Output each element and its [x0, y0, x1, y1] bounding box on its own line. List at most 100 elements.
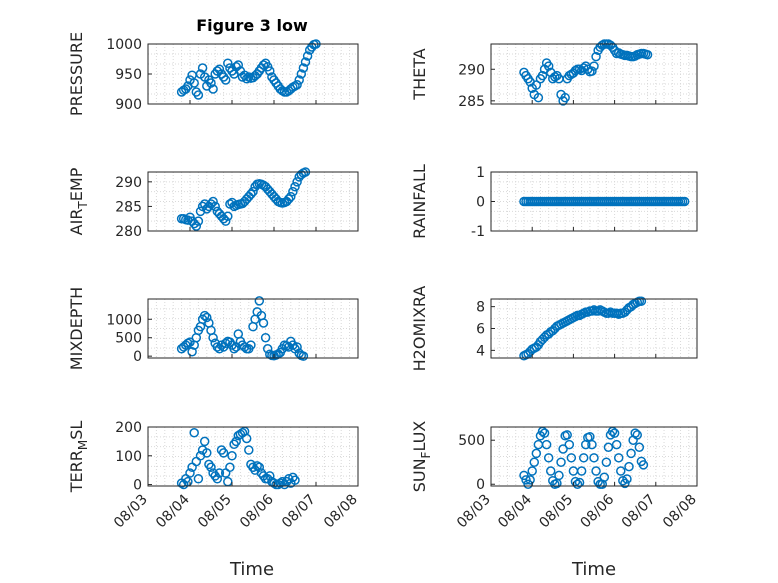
data-point [622, 474, 632, 484]
data-point [185, 468, 195, 478]
y-tick-label: -1 [471, 224, 485, 240]
data-point [254, 462, 265, 473]
data-point [296, 69, 307, 79]
x-tick-label: 08/06 [578, 491, 618, 531]
data-point [252, 461, 262, 471]
subplot: 285 290 THETA [410, 39, 698, 110]
y-axis-label: SUNFLUX [410, 421, 433, 493]
data-point [634, 442, 645, 452]
data-point [533, 92, 544, 103]
y-tick-label: 0 [476, 477, 485, 493]
data-point [288, 186, 298, 197]
subplot: 0 500 1000 MIXDEPTH [67, 287, 359, 370]
y-tick-label: 1000 [106, 312, 142, 328]
data-point [300, 57, 311, 67]
data-point [529, 457, 540, 467]
data-point [241, 433, 252, 444]
x-tick-label: 08/05 [195, 492, 235, 532]
data-point [560, 92, 570, 103]
data-point [562, 430, 572, 440]
data-point [554, 470, 564, 481]
data-point [527, 466, 537, 476]
data-point [298, 63, 309, 73]
data-point [220, 75, 231, 85]
data-point [578, 453, 589, 463]
data-point [630, 428, 640, 438]
data-point [587, 66, 597, 76]
data-point [187, 346, 197, 357]
data-point [611, 439, 622, 450]
data-point [620, 478, 630, 489]
data-point [302, 51, 313, 61]
y-axis-label: THETA [410, 48, 429, 100]
data-point [220, 338, 231, 348]
x-axis-label-left: Time [229, 559, 274, 580]
data-point [208, 196, 218, 207]
y-axis-label: MIXDEPTH [67, 287, 86, 370]
data-point [564, 439, 575, 450]
data-series [519, 39, 653, 106]
data-point [193, 474, 204, 484]
data-point [275, 478, 286, 488]
data-point [286, 191, 296, 202]
data-point [642, 49, 653, 60]
subplot: 900 950 1000 PRESSURE [67, 32, 359, 116]
data-point [531, 448, 542, 459]
y-axis-label: TERRMSL [67, 421, 90, 494]
data-point [679, 196, 690, 207]
x-tick-label: 08/06 [237, 491, 277, 531]
data-point [570, 65, 581, 76]
data-point [246, 340, 256, 350]
data-point [632, 430, 643, 440]
data-point [231, 436, 241, 447]
data-point [214, 468, 225, 478]
data-point [214, 64, 225, 74]
data-point [208, 84, 218, 94]
x-tick-label: 08/07 [279, 492, 319, 532]
y-tick-label: 100 [115, 449, 142, 465]
data-point [521, 475, 531, 485]
data-point [613, 453, 624, 463]
data-point [202, 312, 212, 323]
y-tick-label: 0 [133, 478, 142, 494]
data-point [298, 351, 309, 361]
x-tick-label: 08/03 [111, 492, 151, 532]
data-point [202, 448, 212, 458]
axes-box [490, 426, 698, 487]
data-point [233, 60, 244, 70]
data-point [260, 332, 271, 343]
data-point [519, 470, 529, 481]
data-point [262, 344, 273, 354]
data-point [587, 439, 597, 450]
y-axis-label: PRESSURE [67, 32, 86, 116]
data-point [525, 475, 535, 485]
x-tick-label: 08/04 [495, 491, 535, 531]
data-point [294, 75, 304, 85]
y-tick-label: 280 [115, 224, 142, 240]
y-axis-label: RAINFALL [410, 164, 429, 239]
data-series [176, 426, 300, 490]
y-tick-label: 285 [458, 94, 485, 110]
x-axis-label-right: Time [571, 559, 616, 580]
x-tick-label: 08/07 [619, 492, 659, 532]
subplot: 0 100 200 08/03 08/04 08/05 08/06 08/07 08/08 TER… [67, 420, 361, 531]
data-point [290, 475, 300, 485]
data-point [599, 472, 610, 482]
data-point [241, 74, 252, 84]
data-point [210, 201, 220, 212]
x-tick-label: 08/08 [321, 492, 361, 532]
data-point [292, 80, 302, 90]
data-point [541, 439, 552, 450]
data-point [189, 428, 199, 438]
data-point [199, 436, 210, 447]
data-series [519, 196, 690, 207]
data-point [292, 177, 302, 187]
data-point [220, 216, 231, 226]
data-point [566, 453, 577, 463]
x-tick-label: 08/05 [536, 492, 576, 532]
subplot: 280 285 290 AIRTEMP [67, 167, 359, 240]
data-point [244, 445, 254, 455]
y-tick-label: 290 [115, 175, 142, 191]
